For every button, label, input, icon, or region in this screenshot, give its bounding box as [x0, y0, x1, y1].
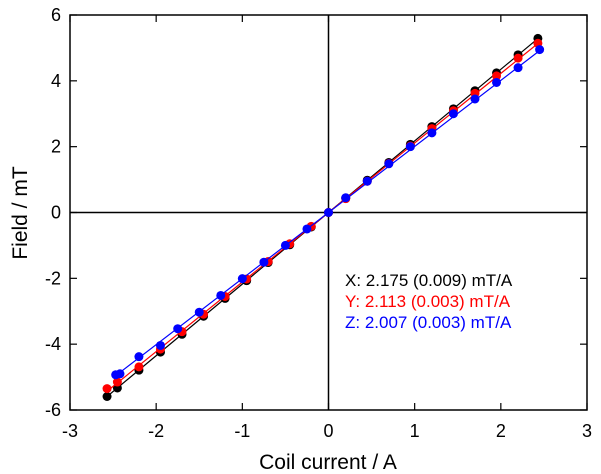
- y-tick-label: 2: [51, 137, 61, 157]
- y-tick-label: -6: [45, 400, 61, 420]
- data-point-z: [362, 176, 372, 186]
- y-axis-title: Field / mT: [9, 166, 32, 260]
- data-point-z: [492, 77, 502, 87]
- data-point-y: [492, 71, 502, 81]
- y-tick-label: 0: [51, 203, 61, 223]
- x-tick-label: 0: [323, 421, 333, 441]
- data-point-z: [280, 240, 290, 250]
- data-point-z: [216, 290, 226, 300]
- data-point-z: [535, 45, 545, 55]
- axis-ticks: -3 -2 -1 0 1 2 3 -6 -4 -2 0 2 4 6: [45, 5, 592, 441]
- data-point-y: [134, 362, 144, 372]
- data-point-z: [155, 340, 165, 350]
- data-point-z: [115, 369, 125, 379]
- series-z: [111, 45, 545, 380]
- x-tick-label: -2: [148, 421, 164, 441]
- x-axis-title: Coil current / A: [259, 451, 397, 474]
- data-point-z: [384, 159, 394, 169]
- data-point-z: [470, 94, 480, 104]
- data-point-z: [513, 63, 523, 73]
- annotation-layer: X: 2.175 (0.009) mT/A Y: 2.113 (0.003) mT…: [345, 271, 513, 332]
- data-point-x: [102, 392, 112, 402]
- data-point-z: [302, 224, 312, 234]
- data-point-y: [513, 53, 523, 63]
- data-point-z: [427, 128, 437, 138]
- slope-annotation: Y: 2.113 (0.003) mT/A: [345, 292, 511, 311]
- data-point-z: [194, 307, 204, 317]
- data-point-z: [324, 208, 333, 217]
- x-tick-label: -3: [62, 421, 78, 441]
- series-layer: [102, 33, 545, 402]
- data-point-z: [341, 193, 351, 203]
- y-tick-label: -4: [45, 334, 61, 354]
- y-tick-label: 6: [51, 5, 61, 25]
- data-point-z: [448, 109, 458, 119]
- x-tick-label: -1: [234, 421, 250, 441]
- x-tick-label: 3: [582, 421, 592, 441]
- data-point-y: [112, 377, 122, 387]
- slope-annotation: Z: 2.007 (0.003) mT/A: [345, 313, 512, 332]
- data-point-z: [405, 142, 415, 152]
- x-tick-label: 2: [496, 421, 506, 441]
- data-point-z: [237, 274, 247, 284]
- data-point-y: [102, 384, 112, 394]
- data-point-z: [259, 257, 269, 267]
- series-y: [102, 38, 543, 394]
- data-point-z: [173, 324, 183, 334]
- y-tick-label: 4: [51, 71, 61, 91]
- y-tick-label: -2: [45, 268, 61, 288]
- slope-annotation: X: 2.175 (0.009) mT/A: [345, 271, 513, 290]
- data-point-z: [134, 352, 144, 362]
- x-tick-label: 1: [410, 421, 420, 441]
